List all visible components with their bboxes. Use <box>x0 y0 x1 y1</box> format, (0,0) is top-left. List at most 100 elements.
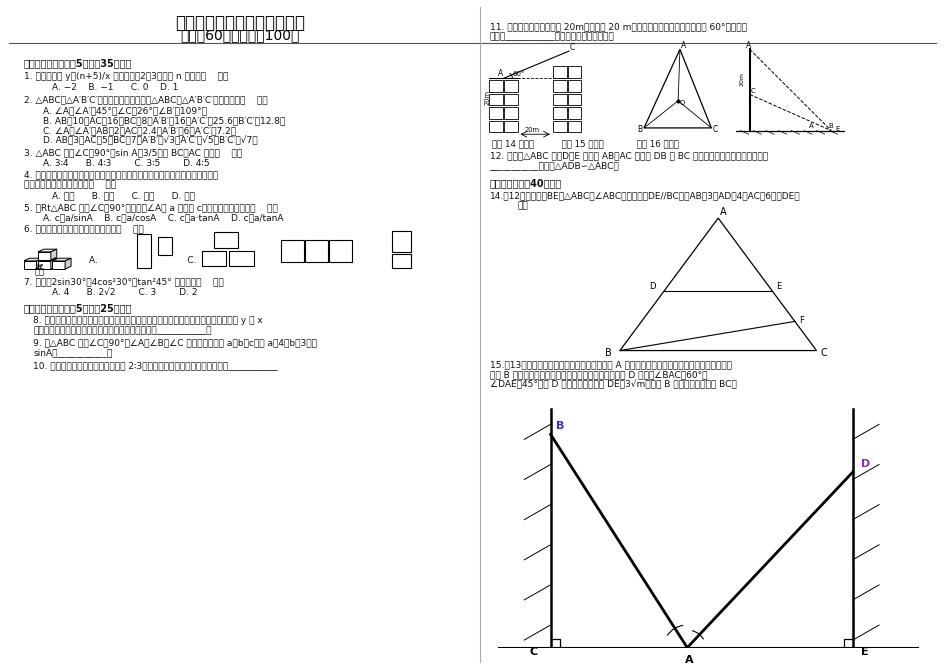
Bar <box>392 231 411 252</box>
Text: sinA＝___________。: sinA＝___________。 <box>33 348 112 357</box>
Text: A. 棱锥      B. 棱柱      C. 圆锥      D. 圆柱: A. 棱锥 B. 棱柱 C. 圆锥 D. 圆柱 <box>52 191 194 201</box>
Text: B. AB＝10，AC＝16，BC＝8，A′B′＝16，A′C′＝25.6，B′C′＝12.8；: B. AB＝10，AC＝16，BC＝8，A′B′＝16，A′C′＝25.6，B′… <box>42 116 284 125</box>
Bar <box>305 240 328 262</box>
Text: 20m: 20m <box>739 72 744 86</box>
Text: 60°: 60° <box>513 70 525 76</box>
Text: B: B <box>828 123 833 129</box>
Text: 10. 如果两个相似三角形的相似比为 2∶3，那么这两个相似三角形的面积比为___________: 10. 如果两个相似三角形的相似比为 2∶3，那么这两个相似三角形的面积比为__… <box>33 361 278 370</box>
Polygon shape <box>52 258 71 261</box>
Polygon shape <box>38 249 57 252</box>
Text: A: A <box>746 41 750 50</box>
Polygon shape <box>65 258 71 269</box>
Text: A. −2    B. −1      C. 0    D. 1: A. −2 B. −1 C. 0 D. 1 <box>52 83 178 92</box>
Bar <box>201 251 226 266</box>
Bar <box>213 232 238 248</box>
Polygon shape <box>38 252 51 260</box>
Text: A. 3∶4      B. 4∶3        C. 3∶5        D. 4∶5: A. 3∶4 B. 4∶3 C. 3∶5 D. 4∶5 <box>42 159 209 168</box>
Text: A: A <box>719 207 726 217</box>
Text: C: C <box>819 349 826 359</box>
Bar <box>552 120 566 132</box>
Bar <box>488 94 502 105</box>
Polygon shape <box>24 261 37 269</box>
Text: 5. 在Rt△ABC 中，∠C＝90°，当已知∠A和 a 时，求 c，应选择的关系式是（    ）。: 5. 在Rt△ABC 中，∠C＝90°，当已知∠A和 a 时，求 c，应选择的关… <box>24 203 278 213</box>
Text: 九年级下册数学期末考试试卷: 九年级下册数学期末考试试卷 <box>175 14 305 31</box>
Polygon shape <box>37 258 42 269</box>
Bar <box>159 237 173 256</box>
Bar <box>488 107 502 119</box>
Text: C: C <box>529 647 537 657</box>
Bar <box>392 254 411 268</box>
Bar <box>329 240 352 262</box>
Text: A: A <box>680 41 685 50</box>
Polygon shape <box>644 50 711 128</box>
Bar <box>552 66 566 78</box>
Text: 8. 在某数学小组的活动中，组长为大家出了一道趣数题：这是一个反比例函数，并且 y 随 x: 8. 在某数学小组的活动中，组长为大家出了一道趣数题：这是一个反比例函数，并且 … <box>33 316 262 325</box>
Bar <box>567 80 581 92</box>
Text: 3. △ABC 中，∠C＝90°，sin A＝3/5，则 BC：AC 等于（    ）。: 3. △ABC 中，∠C＝90°，sin A＝3/5，则 BC：AC 等于（ ）… <box>24 149 242 158</box>
Text: C: C <box>569 43 575 52</box>
Text: A: A <box>808 123 813 129</box>
Bar <box>552 80 566 92</box>
Text: 时间：60分钟，满分100分: 时间：60分钟，满分100分 <box>180 28 299 41</box>
Text: 11. 如图，甲、乙两楼相距 20m，甲楼高 20 m，自甲楼顶望乙楼楼顶，仰角为 60°，则乙楼: 11. 如图，甲、乙两楼相距 20m，甲楼高 20 m，自甲楼顶望乙楼楼顶，仰角… <box>489 22 746 31</box>
Text: D: D <box>860 459 869 469</box>
Text: C: C <box>712 124 716 134</box>
Text: 7. 计算：2sin30°＋4cos²30°－tan²45° 的值等于（    ）。: 7. 计算：2sin30°＋4cos²30°－tan²45° 的值等于（ ）。 <box>24 277 223 286</box>
Text: 一、选择题（每小题5分，共35分）。: 一、选择题（每小题5分，共35分）。 <box>24 58 132 68</box>
Bar <box>567 94 581 105</box>
Bar <box>503 80 517 92</box>
Text: B: B <box>555 421 564 432</box>
Text: A. ∠A＝∠A′＝45°，∠C＝26°，∠B′＝109°；: A. ∠A＝∠A′＝45°，∠C＝26°，∠B′＝109°； <box>42 106 207 115</box>
Text: 端达 B 点，当它靠在另一侧墙壁上时，梯子的顶端达到 D 点，且∠BAC＝60°，: 端达 B 点，当它靠在另一侧墙壁上时，梯子的顶端达到 D 点，且∠BAC＝60°… <box>489 370 706 379</box>
Text: E: E <box>834 126 839 132</box>
Text: 的高为___________。（结果可用根式表示）: 的高为___________。（结果可用根式表示） <box>489 32 614 41</box>
Bar <box>567 107 581 119</box>
Text: C. ∠A＝∠A′，AB＝2，AC＝2.4，A′B′＝6，A′C′＝7.2；: C. ∠A＝∠A′，AB＝2，AC＝2.4，A′B′＝6，A′C′＝7.2； <box>42 126 235 135</box>
Text: C: C <box>750 88 754 94</box>
Text: 其圆心，那么这个几何体为（    ）。: 其圆心，那么这个几何体为（ ）。 <box>24 181 115 190</box>
Text: ___________，可得△ADB∽△ABC。: ___________，可得△ADB∽△ABC。 <box>489 161 618 171</box>
Text: A: A <box>497 68 503 78</box>
Bar <box>229 251 253 266</box>
Text: （第 14 题图）          （第 15 题图）            （第 16 题图）: （第 14 题图） （第 15 题图） （第 16 题图） <box>492 139 679 149</box>
Text: ∠DAE＝45°，点 D 到地面的垂直距离 DE＝3√m，求点 B 到地面的垂直距离 BC。: ∠DAE＝45°，点 D 到地面的垂直距离 DE＝3√m，求点 B 到地面的垂直… <box>489 380 735 389</box>
Bar <box>503 94 517 105</box>
Text: 长。: 长。 <box>517 201 528 211</box>
Text: 20m: 20m <box>484 90 490 104</box>
Text: B: B <box>636 124 641 134</box>
Text: 20m: 20m <box>524 127 539 133</box>
Polygon shape <box>24 258 42 261</box>
Bar <box>280 240 303 262</box>
Text: A. 4      B. 2√2        C. 3        D. 2: A. 4 B. 2√2 C. 3 D. 2 <box>52 288 197 297</box>
Text: 4. 一个空间几何体的正视图与侧视图均为全等的等腰三角形，俯视图为一个圆及: 4. 一个空间几何体的正视图与侧视图均为全等的等腰三角形，俯视图为一个圆及 <box>24 171 217 180</box>
Text: 正面: 正面 <box>35 267 44 276</box>
Text: E: E <box>860 647 868 657</box>
Text: 二、填空题（每小题5分，共25分）。: 二、填空题（每小题5分，共25分）。 <box>24 303 132 312</box>
Bar <box>503 107 517 119</box>
Polygon shape <box>52 261 65 269</box>
Bar <box>137 233 151 268</box>
Text: D. AB＝3，AC＝5，BC＝7，A′B′＝√3，A′C′＝√5，B′C′＝√7；: D. AB＝3，AC＝5，BC＝7，A′B′＝√3，A′C′＝√5，B′C′＝√… <box>42 136 257 145</box>
Text: 的增大而减小，请你写出一个符合条件的函数表达式___________。: 的增大而减小，请你写出一个符合条件的函数表达式___________。 <box>33 326 211 335</box>
Bar <box>552 94 566 105</box>
Text: 三、解答题（共40分）。: 三、解答题（共40分）。 <box>489 179 561 188</box>
Text: 1. 反比例函数 y＝(n+5)/x 图象过点（2，3），则 n 的值是（    ）。: 1. 反比例函数 y＝(n+5)/x 图象过点（2，3），则 n 的值是（ ）。 <box>24 72 228 81</box>
Text: 9. 在△ABC 中，∠C＝90°，∠A、∠B、∠C 所对的边分别是 a、b、c，且 a＝4，b＝3，则: 9. 在△ABC 中，∠C＝90°，∠A、∠B、∠C 所对的边分别是 a、b、c… <box>33 338 317 347</box>
Text: A: A <box>683 655 693 664</box>
Bar <box>488 80 502 92</box>
Bar <box>567 120 581 132</box>
Polygon shape <box>38 258 57 261</box>
Polygon shape <box>51 249 57 260</box>
Bar <box>503 120 517 132</box>
Text: A. c＝a/sinA    B. c＝a/cosA    C. c＝a·tanA    D. c＝a/tanA: A. c＝a/sinA B. c＝a/cosA C. c＝a·tanA D. c… <box>42 213 282 223</box>
Text: 15.（13分）如图，处于两面墙之间有一处房屋 A 点的梯子，当它靠在一侧墙壁上时，梯子的顶: 15.（13分）如图，处于两面墙之间有一处房屋 A 点的梯子，当它靠在一侧墙壁上… <box>489 360 731 369</box>
Text: 2. △ABC和△A′B′C′符合下列条件，其中使△ABC和△A′B′C′不相似的是（    ）。: 2. △ABC和△A′B′C′符合下列条件，其中使△ABC和△A′B′C′不相似… <box>24 95 267 104</box>
Text: 正面              A.              B.              C.              D.: 正面 A. B. C. D. <box>38 255 246 264</box>
Text: O: O <box>680 100 684 106</box>
Text: E: E <box>775 282 781 292</box>
Text: B: B <box>604 349 611 359</box>
Text: F: F <box>798 316 802 325</box>
Text: D: D <box>649 282 655 292</box>
Polygon shape <box>38 261 51 269</box>
Polygon shape <box>51 258 57 269</box>
